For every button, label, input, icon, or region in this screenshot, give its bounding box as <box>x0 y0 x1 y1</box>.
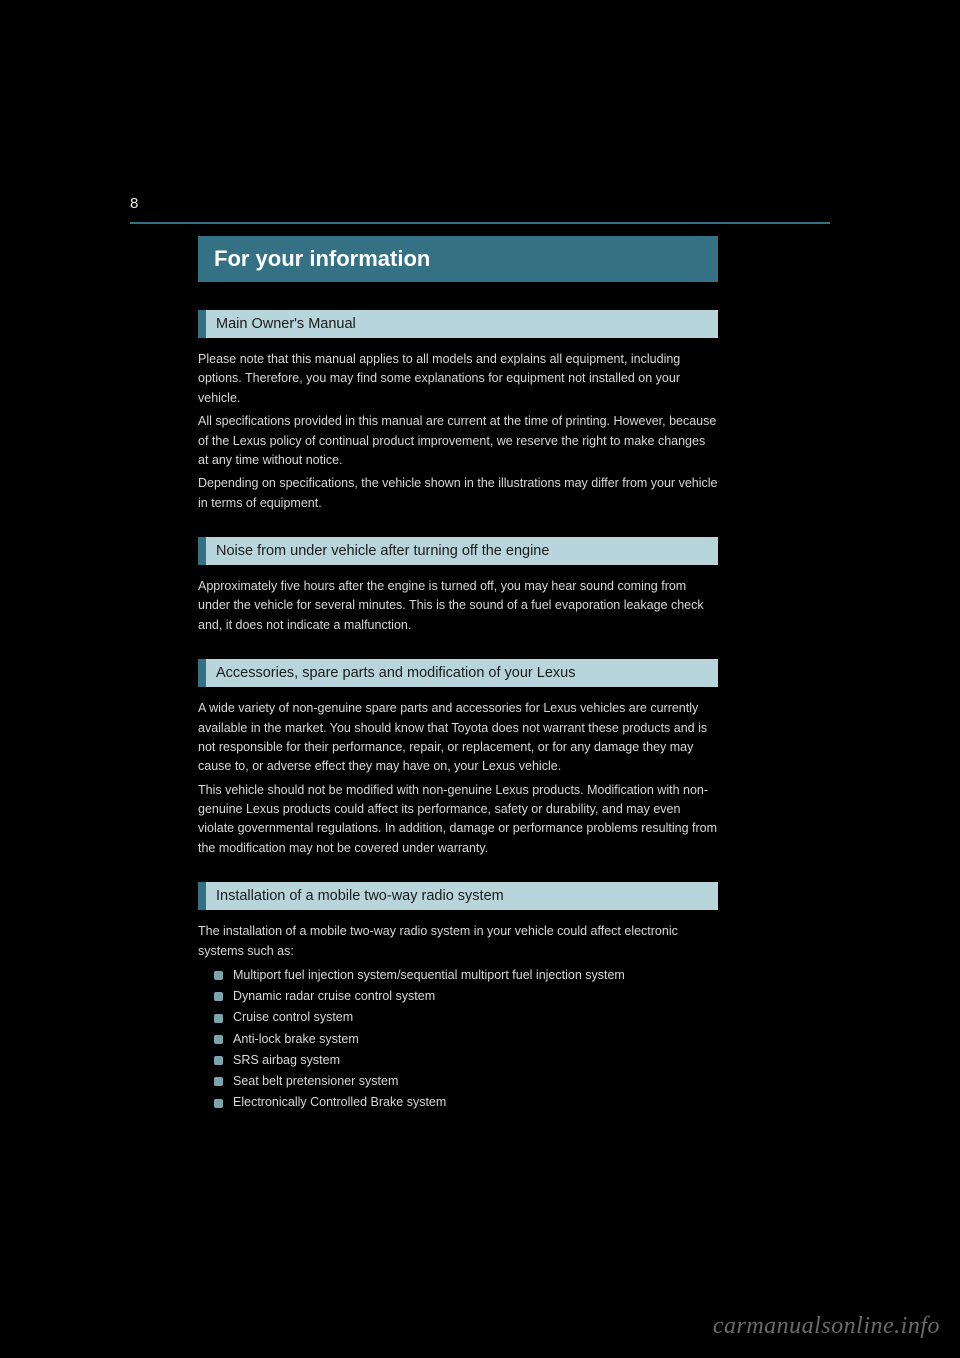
section-heading-accessories: Accessories, spare parts and modificatio… <box>198 659 718 687</box>
paragraph: Please note that this manual applies to … <box>198 350 718 408</box>
paragraph: Depending on specifications, the vehicle… <box>198 474 718 513</box>
list-item: Multiport fuel injection system/sequenti… <box>198 965 718 986</box>
manual-page: 8 For your information Main Owner's Manu… <box>130 195 830 1114</box>
section-label: Main Owner's Manual <box>206 310 718 338</box>
section-heading-main-owners-manual: Main Owner's Manual <box>198 310 718 338</box>
list-item-text: Dynamic radar cruise control system <box>233 986 435 1007</box>
paragraph: This vehicle should not be modified with… <box>198 781 718 859</box>
list-item-text: Multiport fuel injection system/sequenti… <box>233 965 625 986</box>
section-heading-radio: Installation of a mobile two-way radio s… <box>198 882 718 910</box>
page-title: For your information <box>198 236 718 282</box>
list-item: SRS airbag system <box>198 1050 718 1071</box>
section-body: The installation of a mobile two-way rad… <box>198 922 718 961</box>
paragraph: A wide variety of non-genuine spare part… <box>198 699 718 777</box>
paragraph: All specifications provided in this manu… <box>198 412 718 470</box>
bullet-list: Multiport fuel injection system/sequenti… <box>198 965 718 1114</box>
section-label: Installation of a mobile two-way radio s… <box>206 882 718 910</box>
section-body: Approximately five hours after the engin… <box>198 577 718 635</box>
bullet-icon <box>214 992 223 1001</box>
bullet-icon <box>214 1099 223 1108</box>
list-item-text: Cruise control system <box>233 1007 353 1028</box>
section-body: A wide variety of non-genuine spare part… <box>198 699 718 858</box>
list-item: Anti-lock brake system <box>198 1029 718 1050</box>
section-body: Please note that this manual applies to … <box>198 350 718 513</box>
list-item-text: SRS airbag system <box>233 1050 340 1071</box>
list-item: Electronically Controlled Brake system <box>198 1092 718 1113</box>
section-tab <box>198 659 206 687</box>
bullet-icon <box>214 1056 223 1065</box>
bullet-icon <box>214 1077 223 1086</box>
watermark: carmanualsonline.info <box>713 1313 940 1340</box>
list-item: Dynamic radar cruise control system <box>198 986 718 1007</box>
section-heading-noise: Noise from under vehicle after turning o… <box>198 537 718 565</box>
section-label: Noise from under vehicle after turning o… <box>206 537 718 565</box>
top-divider <box>130 222 830 224</box>
bullet-icon <box>214 1014 223 1023</box>
paragraph: Approximately five hours after the engin… <box>198 577 718 635</box>
list-item-text: Seat belt pretensioner system <box>233 1071 398 1092</box>
list-item: Seat belt pretensioner system <box>198 1071 718 1092</box>
paragraph: The installation of a mobile two-way rad… <box>198 922 718 961</box>
section-tab <box>198 882 206 910</box>
list-item-text: Electronically Controlled Brake system <box>233 1092 446 1113</box>
bullet-icon <box>214 971 223 980</box>
section-tab <box>198 537 206 565</box>
page-number: 8 <box>130 195 830 212</box>
section-tab <box>198 310 206 338</box>
list-item: Cruise control system <box>198 1007 718 1028</box>
section-label: Accessories, spare parts and modificatio… <box>206 659 718 687</box>
list-item-text: Anti-lock brake system <box>233 1029 359 1050</box>
bullet-icon <box>214 1035 223 1044</box>
